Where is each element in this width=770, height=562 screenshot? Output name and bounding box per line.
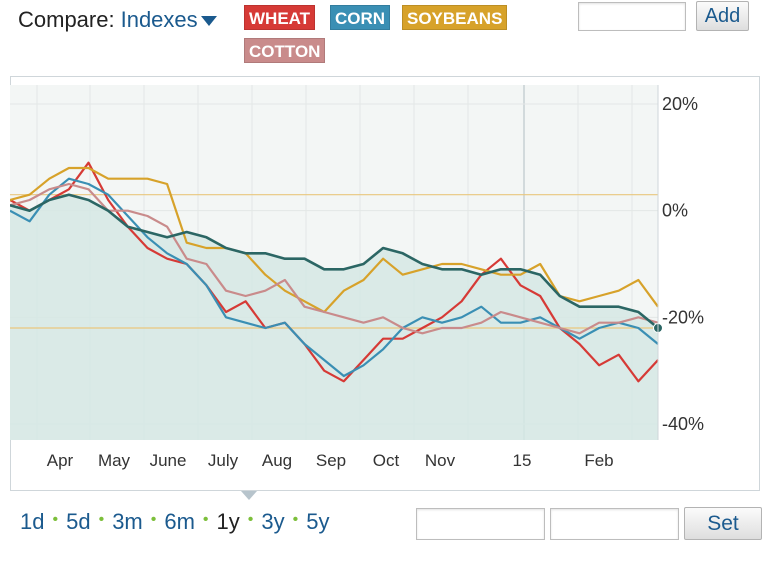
range-separator: • [247,511,254,528]
x-tick-label: July [208,451,239,470]
x-tick-label: May [98,451,131,470]
x-tick-label: Oct [373,451,400,470]
x-tick-label: Apr [47,451,74,470]
add-symbol-input[interactable] [578,2,686,31]
set-button[interactable]: Set [684,507,762,540]
range-separator: • [52,511,59,528]
y-tick-label: -40% [662,414,704,434]
y-tick-label: -20% [662,307,704,327]
range-separator: • [150,511,157,528]
series-line-wheat [10,161,659,383]
range-5d[interactable]: 5d [66,509,91,534]
x-tick-label: Sep [316,451,346,470]
compare-bar: Compare: Indexes [18,5,217,35]
range-pointer-icon [241,491,257,500]
compare-selector-label: Indexes [120,7,198,32]
tag-wheat[interactable]: WHEAT [244,5,316,30]
caret-down-icon [200,16,217,26]
tag-corn[interactable]: CORN [330,5,391,30]
comparison-line-chart: 20% 0% -20% -40% Apr May June July Aug Sep Oct Nov 1… [10,85,704,470]
compare-indexes-dropdown[interactable]: Indexes [121,7,217,33]
range-6m[interactable]: 6m [164,509,195,534]
range-selector: 1d • 5d • 3m • 6m • 1y • 3y • 5y [20,508,330,536]
range-separator: • [202,511,209,528]
series-line-primary [10,193,659,330]
tag-soybeans[interactable]: SOYBEANS [402,5,508,30]
x-tick-label: June [150,451,187,470]
compare-label: Compare: [18,7,115,32]
range-5y[interactable]: 5y [306,509,330,534]
y-tick-label: 20% [662,94,698,114]
tag-cotton[interactable]: COTTON [244,38,326,63]
series-line-corn [10,177,659,378]
end-date-input[interactable] [550,508,679,540]
range-1d[interactable]: 1d [20,509,45,534]
series-line-cotton [10,182,659,335]
x-tick-label: Nov [425,451,456,470]
start-date-input[interactable] [416,508,545,540]
range-separator: • [98,511,105,528]
add-button[interactable]: Add [696,1,749,31]
x-tick-label: 15 [513,451,532,470]
range-3y[interactable]: 3y [261,509,285,534]
y-tick-label: 0% [662,201,688,221]
x-tick-label: Feb [584,451,613,470]
x-tick-label: Aug [262,451,292,470]
series-line-soybeans [10,166,659,314]
range-1y[interactable]: 1y [216,509,240,534]
range-3m[interactable]: 3m [112,509,143,534]
range-separator: • [292,511,299,528]
